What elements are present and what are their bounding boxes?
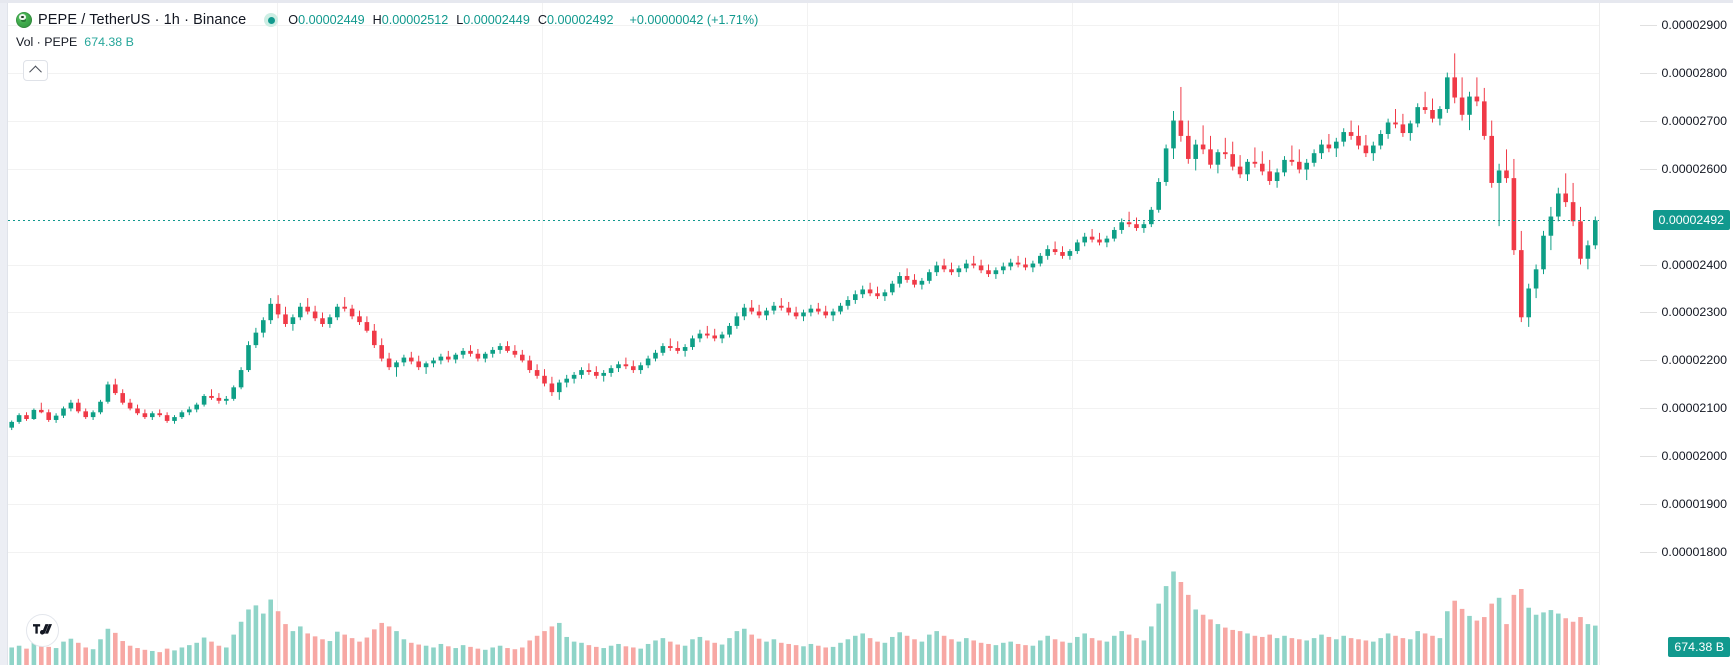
gridline-horizontal [8,24,1599,26]
price-axis-tick: 0.00002300 [1639,305,1727,319]
tick-dash [1639,456,1657,458]
price-axis[interactable]: 0.00002900 0.00002800 0.00002700 0.00002600… [1599,3,1733,665]
tick-dash [1639,72,1657,74]
volume-value-badge: 674.38 B [1668,637,1730,657]
price-axis-tick: 0.00002800 [1639,66,1727,80]
chevron-up-icon [29,65,42,79]
price-axis-tick: 0.00002700 [1639,114,1727,128]
legend-collapse-button[interactable] [23,60,48,81]
top-divider [0,0,1733,3]
tick-dash [1639,312,1657,314]
candlestick-series [9,53,1598,665]
current-price-badge: 0.00002492 [1652,210,1730,231]
gridline-horizontal [8,120,1599,122]
tradingview-logo-icon[interactable] [26,614,59,647]
gridline-vertical [1338,3,1339,665]
gridline-horizontal [8,408,1599,410]
chart-body: PEPE / TetherUS · 1h · Binance O0.000024… [0,3,1733,665]
price-axis-tick: 0.00001900 [1639,497,1727,511]
gridline-horizontal [8,360,1599,362]
price-axis-tick: 0.00002100 [1639,401,1727,415]
tick-dash [1639,360,1657,362]
gridline-vertical [807,3,808,665]
gridline-horizontal [8,456,1599,458]
tick-dash [1639,552,1657,554]
left-toolbar-gutter[interactable] [0,3,8,665]
gridline-horizontal [8,168,1599,170]
tick-dash [1639,120,1657,122]
price-axis-tick: 0.00001800 [1639,545,1727,559]
tick-dash [1639,408,1657,410]
chart-canvas-area[interactable]: PEPE / TetherUS · 1h · Binance O0.000024… [8,3,1599,665]
gridline-horizontal [8,552,1599,554]
price-axis-tick: 0.00002400 [1639,258,1727,272]
price-axis-tick: 0.00002000 [1639,449,1727,463]
price-axis-tick: 0.00002900 [1639,18,1727,32]
gridline-vertical [1072,3,1073,665]
current-price-line [8,220,1599,222]
gridline-vertical [277,3,278,665]
gridline-horizontal [8,264,1599,266]
tick-dash [1639,504,1657,506]
gridline-horizontal [8,72,1599,74]
price-axis-tick: 0.00002200 [1639,353,1727,367]
tick-dash [1639,168,1657,170]
price-axis-tick: 0.00002600 [1639,162,1727,176]
tick-dash [1639,264,1657,266]
tick-dash [1639,24,1657,26]
gridline-vertical [542,3,543,665]
gridline-horizontal [8,504,1599,506]
